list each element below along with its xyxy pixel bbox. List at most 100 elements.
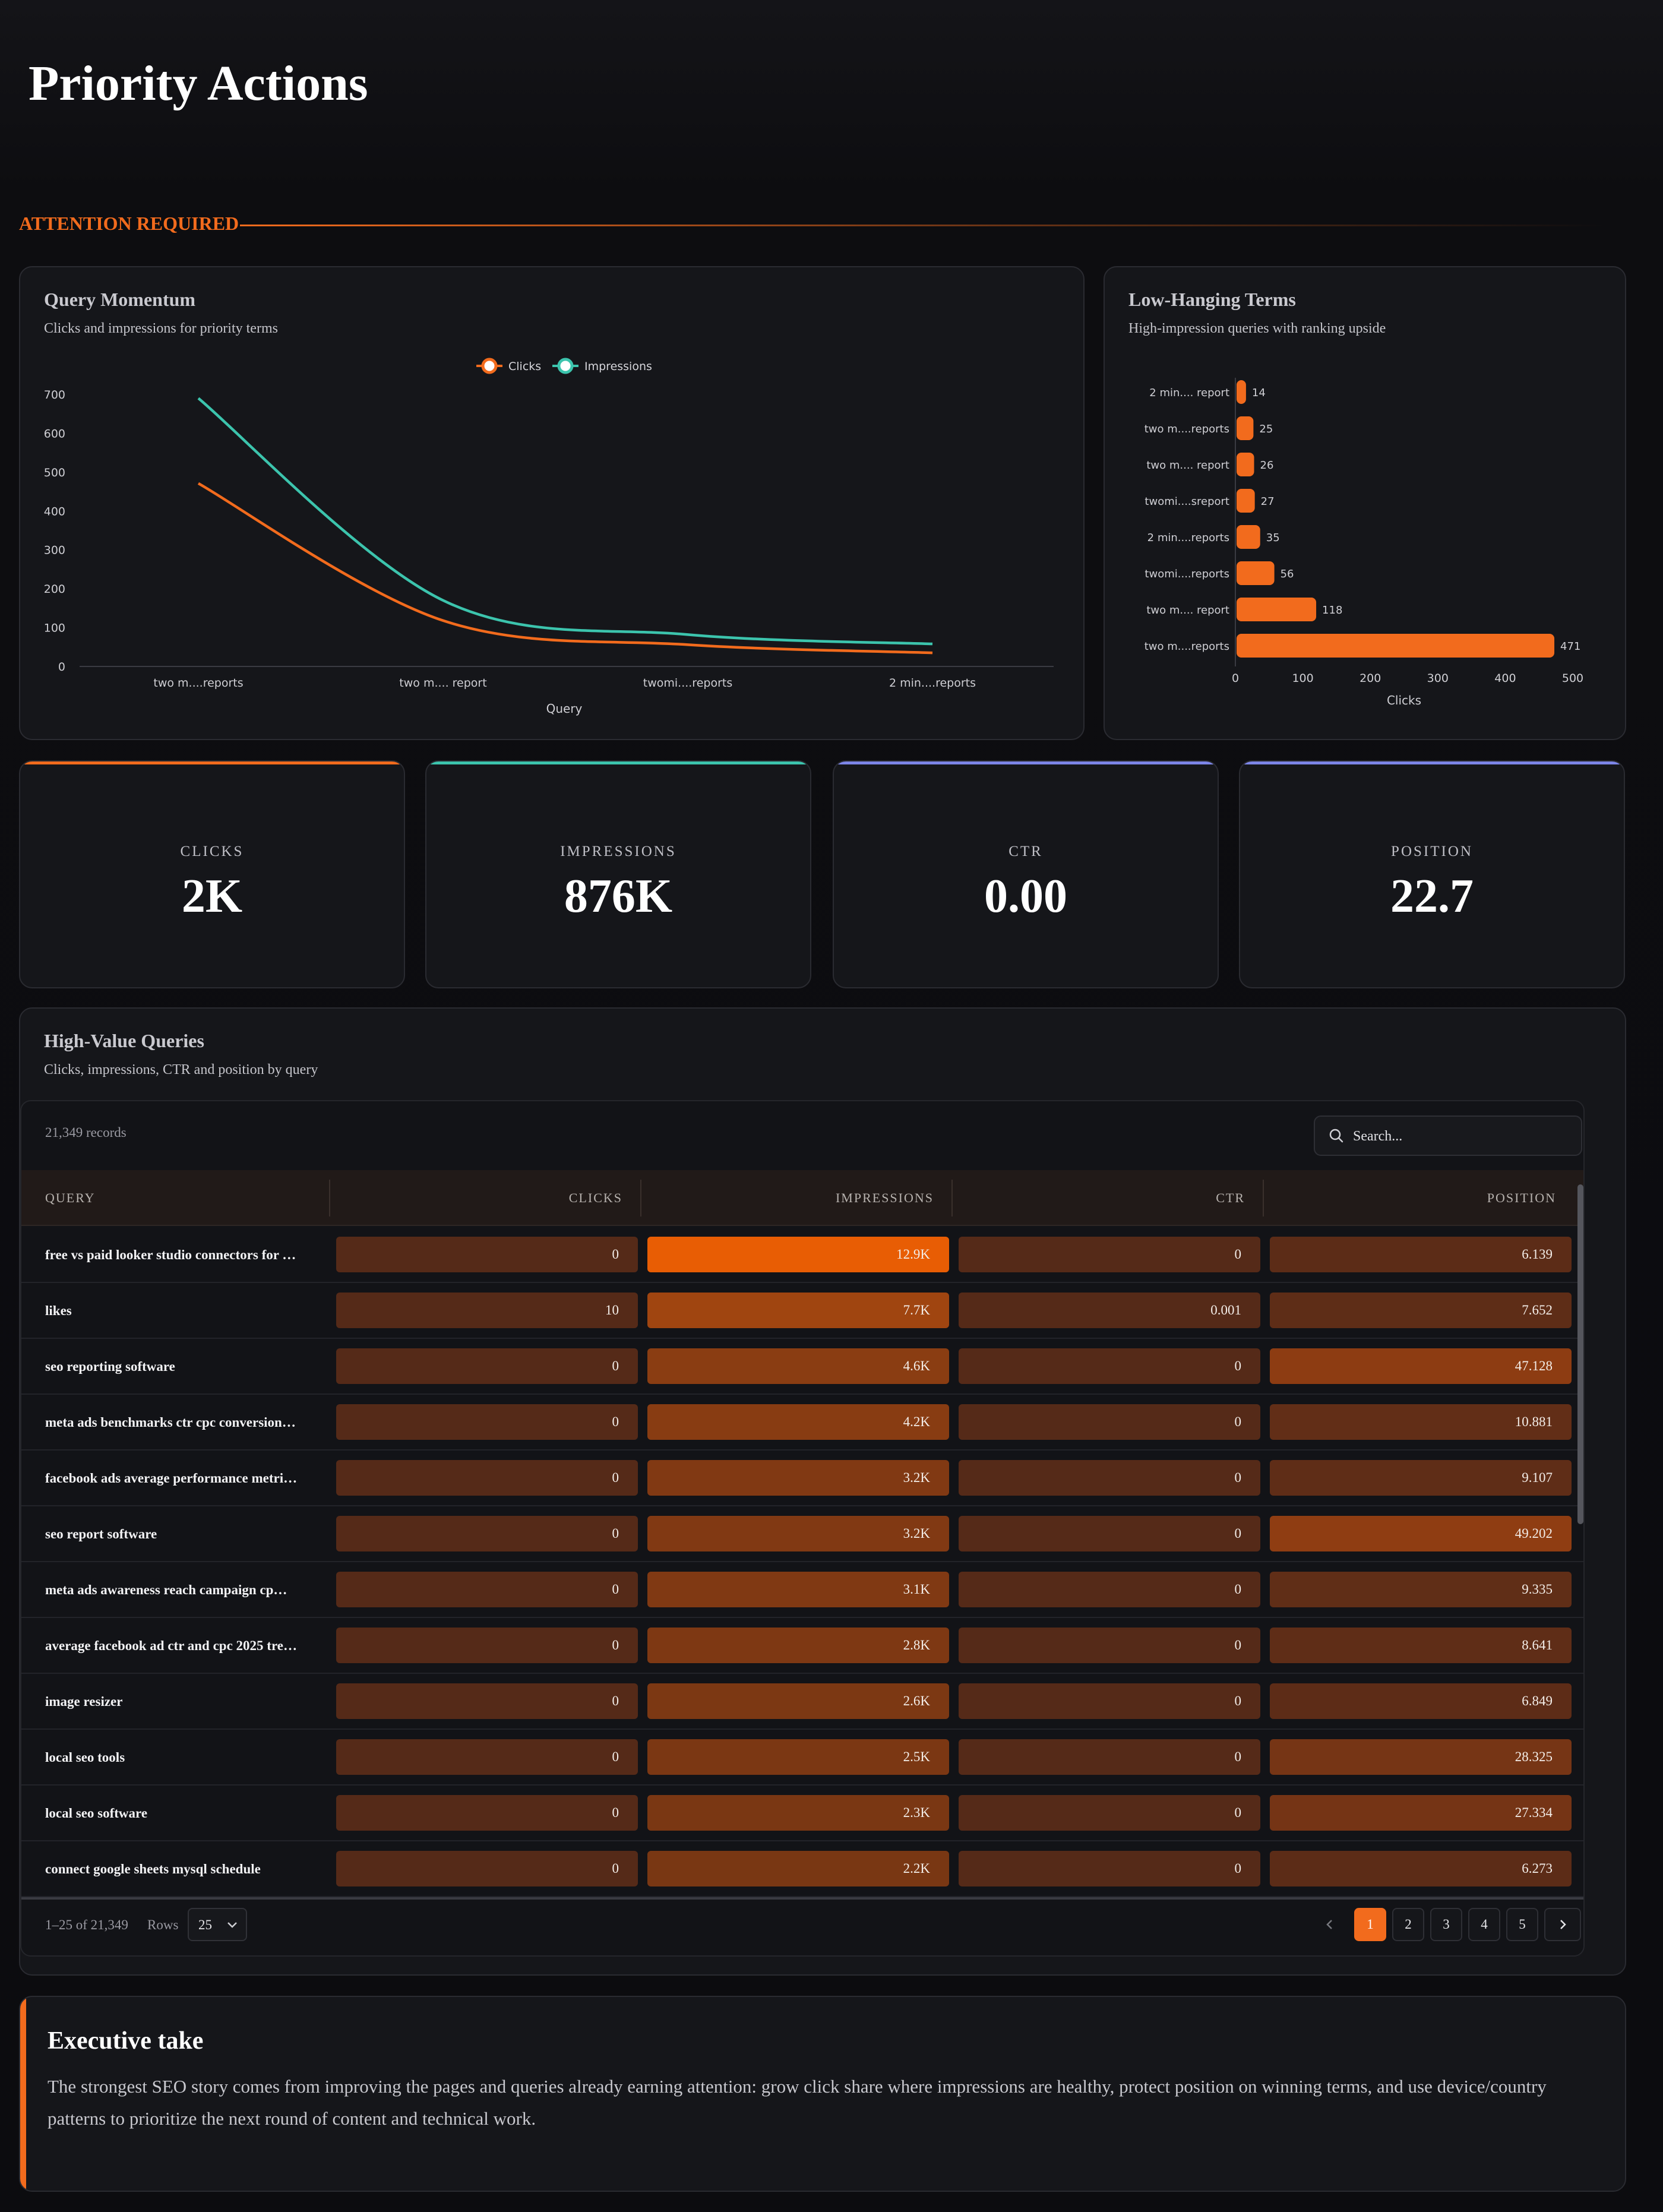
query-cell: average facebook ad ctr and cpc 2025 tre… <box>45 1638 297 1653</box>
bar <box>1237 561 1275 585</box>
executive-take-card: Executive take The strongest SEO story c… <box>19 1996 1626 2192</box>
pagination-page-1[interactable]: 1 <box>1354 1908 1386 1941</box>
clicks-cell: 0 <box>336 1348 638 1384</box>
table-row[interactable]: meta ads awareness reach campaign cp… 0 3.… <box>21 1562 1583 1618</box>
x-tick-label: twomi....reports <box>643 677 733 690</box>
column-header-query[interactable]: QUERY <box>45 1190 96 1205</box>
rows-label: Rows <box>147 1917 179 1932</box>
search-placeholder: Search... <box>1353 1129 1403 1144</box>
ctr-cell: 0 <box>959 1348 1260 1384</box>
position-cell: 28.325 <box>1270 1739 1572 1775</box>
clicks-cell: 0 <box>336 1739 638 1775</box>
legend-label: Clicks <box>508 360 541 373</box>
y-tick-label: 600 <box>44 427 65 440</box>
category-label: 2 min.... report <box>1149 387 1229 399</box>
category-label: twomi....sreport <box>1145 495 1229 508</box>
kpi-value: 22.7 <box>1390 870 1474 922</box>
bar <box>1237 489 1255 513</box>
query-cell: meta ads benchmarks ctr cpc conversion… <box>45 1415 296 1430</box>
table-row[interactable]: image resizer 0 2.6K 0 6.849 <box>21 1674 1583 1730</box>
clicks-cell: 0 <box>336 1628 638 1663</box>
y-tick-label: 300 <box>44 544 65 557</box>
query-cell: meta ads awareness reach campaign cp… <box>45 1582 287 1597</box>
x-tick-label: 100 <box>1292 672 1313 685</box>
ctr-cell: 0 <box>959 1795 1260 1831</box>
section-label: ATTENTION REQUIRED <box>19 213 239 234</box>
position-cell: 47.128 <box>1270 1348 1572 1384</box>
query-momentum-card: Query Momentum Clicks and impressions fo… <box>19 266 1085 740</box>
bar-value-label: 27 <box>1261 495 1275 508</box>
search-input[interactable]: Search... <box>1314 1116 1582 1156</box>
legend-label: Impressions <box>584 360 652 373</box>
low-hanging-terms-card: Low-Hanging Terms High-impression querie… <box>1104 266 1626 740</box>
card-title: High-Value Queries <box>44 1030 204 1051</box>
impressions-cell: 2.6K <box>647 1683 949 1719</box>
ctr-cell: 0 <box>959 1237 1260 1272</box>
category-label: two m....reports <box>1145 423 1229 435</box>
bar <box>1237 380 1246 404</box>
terms-bar-chart: 2 min.... report 14 two m....reports 25 two … <box>1145 378 1583 707</box>
position-cell: 7.652 <box>1270 1293 1572 1328</box>
query-cell: seo report software <box>45 1527 157 1541</box>
legend-marker <box>481 358 498 374</box>
x-tick-label: 2 min....reports <box>889 677 976 690</box>
table-row[interactable]: likes 10 7.7K 0.001 7.652 <box>21 1283 1583 1339</box>
position-cell: 6.849 <box>1270 1683 1572 1719</box>
query-cell: connect google sheets mysql schedule <box>45 1862 261 1876</box>
table-row[interactable]: facebook ads average performance metri… 0… <box>21 1451 1583 1506</box>
pagination-page-2[interactable]: 2 <box>1392 1908 1424 1941</box>
impressions-cell: 3.2K <box>647 1460 949 1496</box>
ctr-cell: 0 <box>959 1460 1260 1496</box>
x-tick-label: 200 <box>1360 672 1381 685</box>
position-cell: 9.335 <box>1270 1572 1572 1607</box>
table-row[interactable]: seo report software 0 3.2K 0 49.202 <box>21 1506 1583 1562</box>
pagination-range: 1–25 of 21,349 <box>45 1917 128 1932</box>
table-row[interactable]: local seo tools 0 2.5K 0 28.325 <box>21 1730 1583 1786</box>
column-header-impressions[interactable]: IMPRESSIONS <box>835 1190 934 1205</box>
table-row[interactable]: connect google sheets mysql schedule 0 2.2… <box>21 1841 1583 1897</box>
table-row[interactable]: average facebook ad ctr and cpc 2025 tre… <box>21 1618 1583 1674</box>
ctr-cell: 0 <box>959 1739 1260 1775</box>
y-tick-label: 400 <box>44 505 65 518</box>
card-subtitle: Clicks, impressions, CTR and position by… <box>44 1062 318 1077</box>
table-row[interactable]: meta ads benchmarks ctr cpc conversion… 0… <box>21 1395 1583 1451</box>
kpi-value: 2K <box>181 870 243 922</box>
category-label: 2 min....reports <box>1147 532 1229 544</box>
clicks-cell: 0 <box>336 1683 638 1719</box>
column-header-position[interactable]: POSITION <box>1487 1190 1556 1205</box>
impressions-cell: 2.5K <box>647 1739 949 1775</box>
column-header-clicks[interactable]: CLICKS <box>568 1190 622 1205</box>
bar <box>1237 525 1260 549</box>
table-footer-divider <box>21 1897 1583 1900</box>
series-line-impressions <box>197 397 933 646</box>
table-scrollbar-thumb[interactable] <box>1577 1184 1583 1524</box>
y-tick-label: 0 <box>58 661 65 674</box>
position-cell: 49.202 <box>1270 1516 1572 1551</box>
kpi-accent-bar <box>834 761 1218 764</box>
card-subtitle: Clicks and impressions for priority term… <box>44 321 278 336</box>
column-header-ctr[interactable]: CTR <box>1216 1190 1245 1205</box>
table-row[interactable]: local seo software 0 2.3K 0 27.334 <box>21 1786 1583 1841</box>
table-row[interactable]: free vs paid looker studio connectors fo… <box>21 1227 1583 1283</box>
y-tick-label: 100 <box>44 622 65 635</box>
ctr-cell: 0 <box>959 1404 1260 1440</box>
table-row[interactable]: seo reporting software 0 4.6K 0 47.128 <box>21 1339 1583 1395</box>
pagination-page-3[interactable]: 3 <box>1430 1908 1462 1941</box>
chevron-down-icon <box>227 1922 237 1928</box>
pagination-prev-button[interactable] <box>1314 1908 1346 1941</box>
impressions-cell: 4.2K <box>647 1404 949 1440</box>
kpi-position-card: POSITION 22.7 <box>1239 760 1625 988</box>
ctr-cell: 0 <box>959 1516 1260 1551</box>
pagination-page-5[interactable]: 5 <box>1506 1908 1538 1941</box>
bar-value-label: 26 <box>1260 459 1274 472</box>
pagination-page-4[interactable]: 4 <box>1468 1908 1500 1941</box>
card-subtitle: High-impression queries with ranking ups… <box>1128 321 1386 336</box>
rows-per-page-select[interactable]: 25 <box>188 1908 247 1941</box>
x-tick-label: 300 <box>1427 672 1449 685</box>
pagination-next-button[interactable] <box>1544 1908 1581 1941</box>
impressions-cell: 2.8K <box>647 1628 949 1663</box>
kpi-ctr-card: CTR 0.00 <box>833 760 1219 988</box>
clicks-cell: 0 <box>336 1851 638 1886</box>
bar-value-label: 56 <box>1281 568 1294 580</box>
query-cell: seo reporting software <box>45 1359 175 1374</box>
